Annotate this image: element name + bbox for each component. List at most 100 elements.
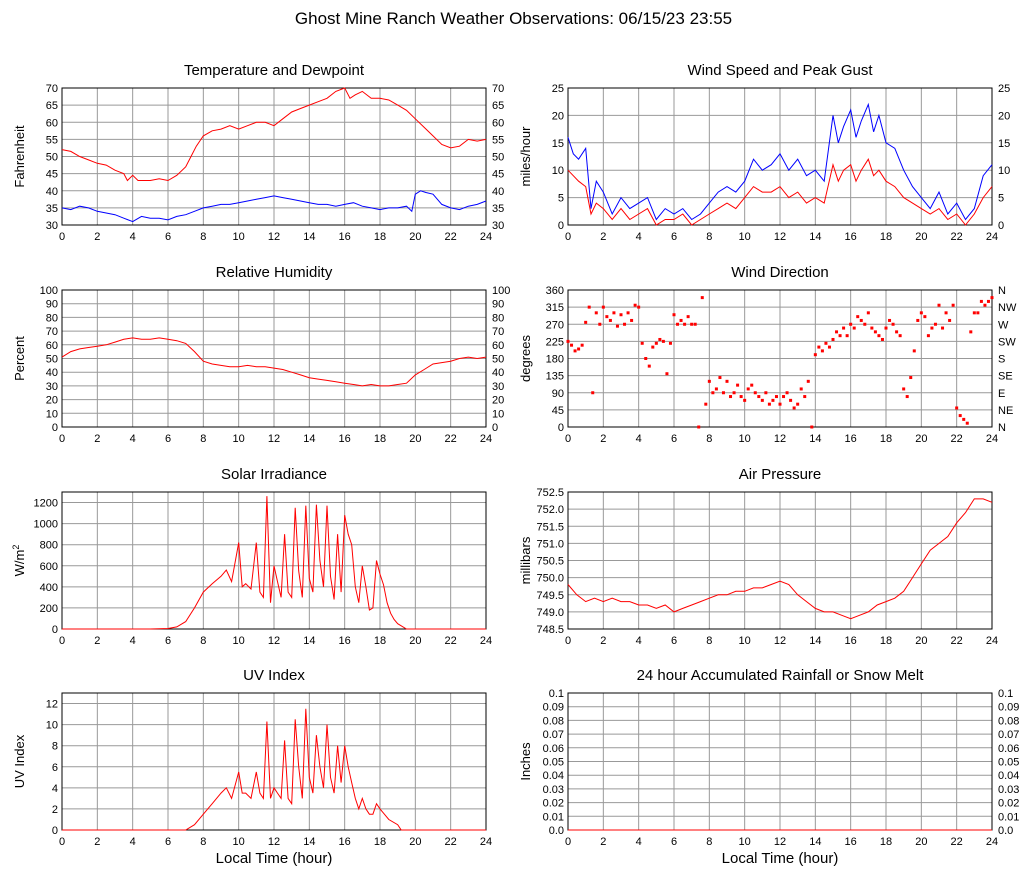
data-point bbox=[714, 387, 718, 391]
x-tick-label: 6 bbox=[165, 635, 171, 647]
y-tick-label: 748.5 bbox=[536, 624, 564, 636]
x-tick-label: 14 bbox=[809, 231, 821, 243]
right-tick-label: 40 bbox=[492, 186, 504, 198]
data-point bbox=[750, 383, 754, 387]
data-point bbox=[870, 326, 874, 330]
right-tick-label: 60 bbox=[492, 117, 504, 129]
data-point bbox=[863, 322, 867, 326]
right-tick-label: 30 bbox=[492, 220, 504, 232]
data-point bbox=[573, 349, 577, 353]
data-point bbox=[739, 395, 743, 399]
data-point bbox=[598, 322, 602, 326]
data-point bbox=[736, 383, 740, 387]
data-point bbox=[895, 330, 899, 334]
x-tick-label: 10 bbox=[233, 635, 245, 647]
y-axis-label: Percent bbox=[12, 336, 27, 381]
data-point bbox=[778, 402, 782, 406]
x-tick-label: 12 bbox=[268, 231, 280, 243]
y-axis-label: millibars bbox=[518, 536, 533, 584]
y-tick-label: 5 bbox=[558, 193, 564, 205]
x-tick-label: 12 bbox=[268, 635, 280, 647]
y-axis-label-text: UV Index bbox=[12, 734, 27, 788]
x-tick-label: 12 bbox=[774, 836, 786, 848]
data-point bbox=[792, 406, 796, 410]
x-tick-label: 6 bbox=[671, 231, 677, 243]
data-point bbox=[767, 402, 771, 406]
data-point bbox=[658, 337, 662, 341]
y-tick-label: 8 bbox=[52, 741, 58, 753]
x-tick-label: 4 bbox=[636, 231, 642, 243]
x-tick-label: 12 bbox=[774, 433, 786, 445]
x-tick-label: 12 bbox=[268, 433, 280, 445]
x-tick-label: 16 bbox=[339, 836, 351, 848]
y-axis-label-text: W/m bbox=[12, 550, 27, 577]
right-tick-label: 45 bbox=[492, 169, 504, 181]
data-point bbox=[852, 326, 856, 330]
data-point bbox=[810, 425, 814, 429]
data-point bbox=[693, 322, 697, 326]
chart-title: Wind Direction bbox=[731, 264, 829, 281]
chart-title: Temperature and Dewpoint bbox=[184, 62, 365, 79]
right-tick-label: W bbox=[998, 319, 1009, 331]
x-tick-label: 0 bbox=[565, 433, 571, 445]
y-tick-label: 360 bbox=[546, 285, 564, 297]
y-axis-label-text: Inches bbox=[518, 742, 533, 781]
data-point bbox=[849, 322, 853, 326]
y-tick-label: 10 bbox=[46, 408, 58, 420]
x-tick-label: 16 bbox=[845, 231, 857, 243]
series-line-1 bbox=[567, 158, 993, 226]
x-tick-label: 4 bbox=[130, 231, 136, 243]
y-tick-label: 90 bbox=[552, 388, 564, 400]
y-tick-label: 10 bbox=[552, 165, 564, 177]
y-tick-label: 65 bbox=[46, 100, 58, 112]
chart-title: Relative Humidity bbox=[216, 264, 333, 281]
x-tick-label: 14 bbox=[303, 231, 315, 243]
y-tick-label: 20 bbox=[552, 110, 564, 122]
y-axis-label-text: miles/hour bbox=[518, 126, 533, 187]
x-tick-label: 20 bbox=[409, 231, 421, 243]
data-point bbox=[926, 334, 930, 338]
x-tick-label: 0 bbox=[59, 231, 65, 243]
right-tick-label: 0.0 bbox=[998, 825, 1013, 837]
data-point bbox=[965, 421, 969, 425]
y-tick-label: 2 bbox=[52, 804, 58, 816]
data-point bbox=[806, 379, 810, 383]
right-tick-label: 0.02 bbox=[998, 798, 1019, 810]
y-tick-label: 752.5 bbox=[536, 487, 564, 499]
right-tick-label: 0.1 bbox=[998, 688, 1013, 700]
x-tick-label: 0 bbox=[565, 635, 571, 647]
data-point bbox=[612, 311, 616, 315]
x-tick-label: 22 bbox=[445, 836, 457, 848]
right-tick-label: 0.06 bbox=[998, 743, 1019, 755]
data-point bbox=[972, 311, 976, 315]
x-tick-label: 2 bbox=[94, 635, 100, 647]
x-tick-label: 10 bbox=[739, 635, 751, 647]
y-axis-label: Fahrenheit bbox=[12, 125, 27, 188]
x-tick-label: 4 bbox=[636, 433, 642, 445]
data-point bbox=[746, 387, 750, 391]
data-point bbox=[672, 313, 676, 317]
x-tick-label: 12 bbox=[774, 231, 786, 243]
data-point bbox=[902, 387, 906, 391]
right-tick-label: 30 bbox=[492, 381, 504, 393]
y-axis-label-text: Fahrenheit bbox=[12, 125, 27, 188]
y-axis-label: degrees bbox=[518, 335, 533, 382]
x-tick-label: 18 bbox=[880, 433, 892, 445]
x-tick-label: 10 bbox=[233, 836, 245, 848]
x-tick-label: 4 bbox=[130, 433, 136, 445]
data-point bbox=[690, 322, 694, 326]
x-axis-label: Local Time (hour) bbox=[722, 850, 839, 867]
right-tick-label: 0.09 bbox=[998, 702, 1019, 714]
right-tick-label: 90 bbox=[492, 299, 504, 311]
data-point bbox=[683, 322, 687, 326]
y-tick-label: 400 bbox=[40, 582, 58, 594]
series-line-0 bbox=[61, 87, 487, 182]
y-tick-label: 0.09 bbox=[543, 702, 564, 714]
data-point bbox=[732, 391, 736, 395]
data-point bbox=[785, 391, 789, 395]
y-tick-label: 30 bbox=[46, 220, 58, 232]
x-tick-label: 14 bbox=[303, 433, 315, 445]
data-point bbox=[813, 353, 817, 357]
